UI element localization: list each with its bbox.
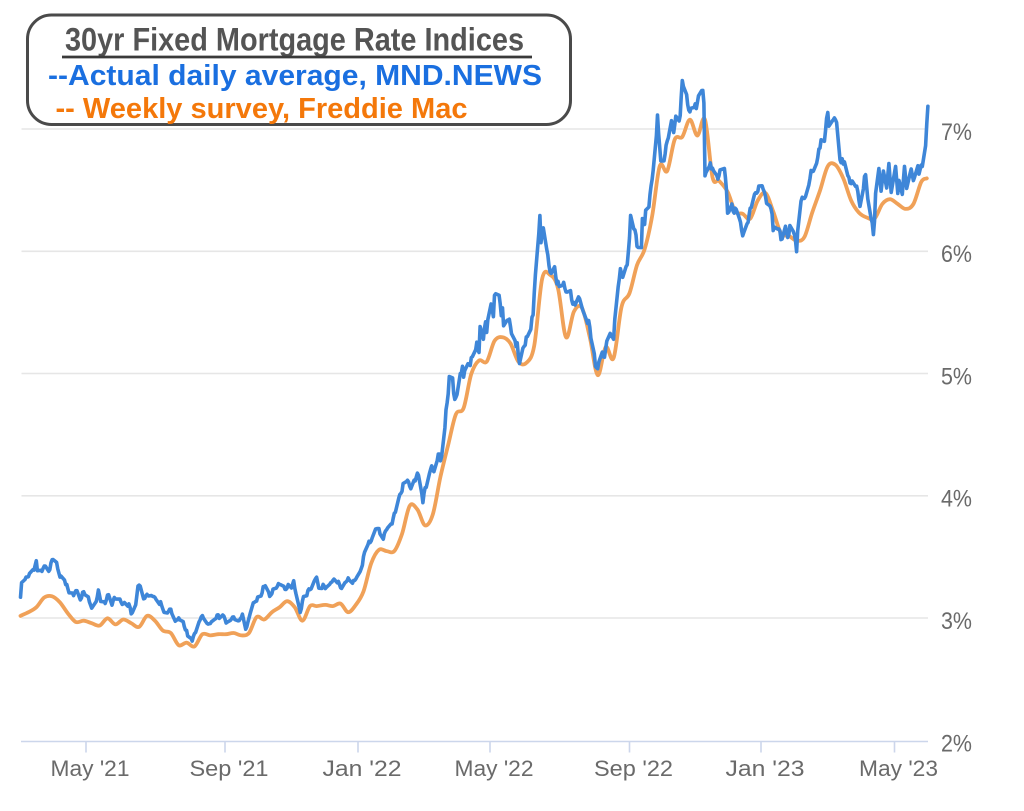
svg-text:May '23: May '23 [859, 756, 938, 781]
svg-text:6%: 6% [941, 241, 972, 268]
svg-text:--Actual daily average, MND.NE: --Actual daily average, MND.NEWS [48, 60, 542, 92]
svg-text:7%: 7% [941, 119, 972, 146]
svg-text:Jan '23: Jan '23 [726, 756, 805, 781]
svg-text:30yr Fixed Mortgage Rate Indic: 30yr Fixed Mortgage Rate Indices [65, 22, 524, 58]
svg-text:Sep '22: Sep '22 [594, 756, 673, 781]
svg-text:Sep '21: Sep '21 [190, 756, 269, 781]
svg-text:-- Weekly survey, Freddie Mac: -- Weekly survey, Freddie Mac [56, 93, 468, 125]
svg-text:3%: 3% [941, 608, 972, 635]
svg-text:2%: 2% [941, 730, 972, 757]
svg-text:5%: 5% [941, 363, 972, 390]
svg-text:May '22: May '22 [455, 756, 534, 781]
svg-text:4%: 4% [941, 486, 972, 513]
svg-text:Jan '22: Jan '22 [323, 756, 402, 781]
svg-text:May '21: May '21 [51, 756, 130, 781]
